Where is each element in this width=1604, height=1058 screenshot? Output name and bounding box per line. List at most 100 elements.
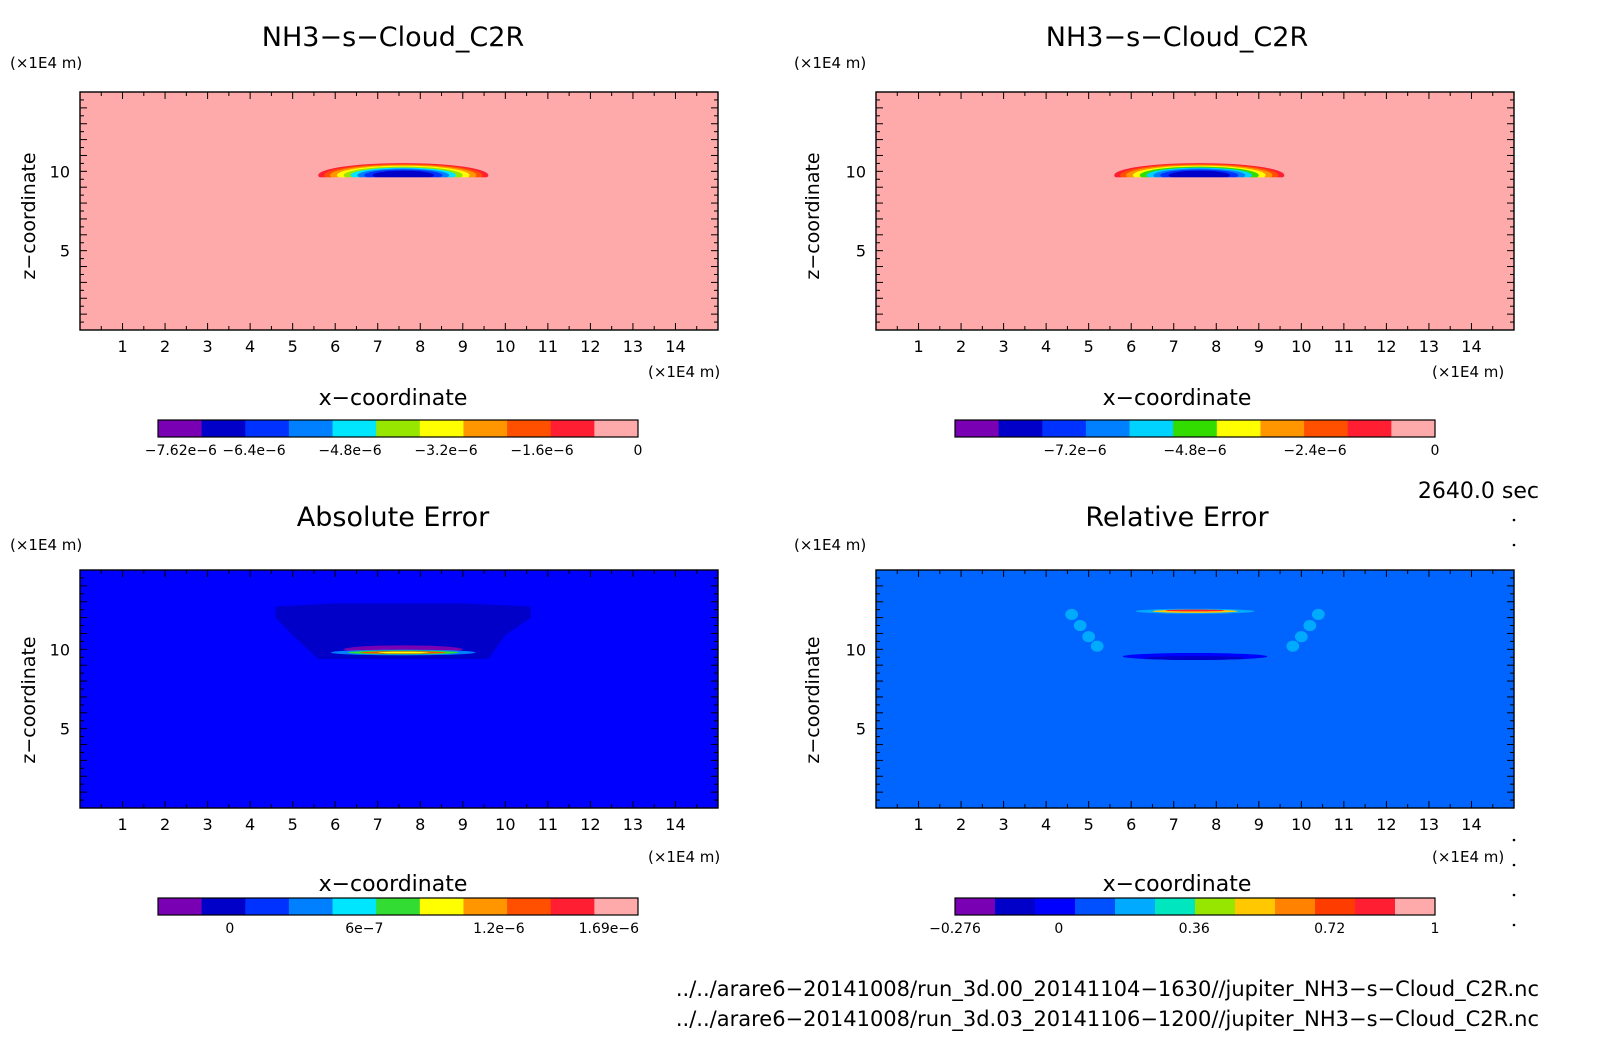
colorbar-tick-label: 0.72	[1314, 921, 1345, 937]
y-unit-label: (×1E4 m)	[10, 536, 82, 554]
contour-field	[1065, 608, 1325, 660]
colorbar-swatch	[1355, 898, 1396, 915]
colorbar-swatch	[245, 420, 290, 437]
rel-streak-right-0	[1311, 608, 1325, 620]
x-tick-label: 7	[373, 815, 383, 834]
colorbar-swatch	[1173, 420, 1218, 437]
x-tick-label: 11	[1334, 337, 1354, 356]
x-tick-label: 6	[330, 337, 340, 356]
colorbar-swatch	[463, 898, 508, 915]
x-unit-label: (×1E4 m)	[1432, 848, 1504, 866]
simulation-time: 2640.0 sec	[1418, 479, 1539, 504]
x-axis-label: x−coordinate	[1103, 386, 1252, 411]
colorbar-swatch	[1347, 420, 1392, 437]
colorbar-swatch	[1391, 420, 1436, 437]
colorbar-tick-label: 0	[1054, 921, 1063, 937]
x-tick-label: 5	[1084, 815, 1094, 834]
x-tick-label: 5	[288, 337, 298, 356]
colorbar-swatch	[245, 898, 290, 915]
x-tick-label: 14	[1461, 815, 1481, 834]
colorbar-swatch	[998, 420, 1043, 437]
x-tick-label: 7	[1169, 815, 1179, 834]
x-unit-label: (×1E4 m)	[1432, 363, 1504, 381]
x-tick-label: 8	[1211, 337, 1221, 356]
x-tick-label: 12	[1376, 337, 1396, 356]
error-contour-yellow	[377, 651, 429, 654]
x-tick-label: 13	[623, 815, 643, 834]
colorbar-swatch	[594, 898, 639, 915]
x-axis-label: x−coordinate	[1103, 872, 1252, 897]
y-tick-label: 5	[60, 242, 70, 261]
colorbar-swatch	[955, 420, 1000, 437]
x-tick-label: 10	[495, 337, 515, 356]
colorbar-tick-label: 1	[1431, 921, 1440, 937]
x-tick-label: 2	[956, 337, 966, 356]
x-tick-label: 2	[160, 337, 170, 356]
colorbar-tick-label: −0.276	[929, 921, 981, 937]
x-tick-label: 10	[495, 815, 515, 834]
x-tick-label: 11	[1334, 815, 1354, 834]
margin-dot	[1512, 923, 1516, 927]
x-tick-label: 3	[203, 337, 213, 356]
colorbar-swatch	[1155, 898, 1196, 915]
x-tick-label: 14	[665, 337, 685, 356]
colorbar-swatch	[419, 420, 464, 437]
x-tick-label: 9	[1254, 815, 1264, 834]
x-tick-label: 6	[1126, 815, 1136, 834]
x-unit-label: (×1E4 m)	[648, 848, 720, 866]
colorbar-tick-label: 0	[225, 921, 234, 937]
colorbar-swatch	[550, 420, 595, 437]
colorbar-tick-label: 0.36	[1179, 921, 1210, 937]
x-tick-label: 11	[538, 337, 558, 356]
colorbar-swatch	[1115, 898, 1156, 915]
colorbar-swatch	[288, 898, 334, 915]
margin-dot	[1512, 543, 1516, 547]
y-unit-label: (×1E4 m)	[794, 536, 866, 554]
colorbar-swatch	[158, 420, 203, 437]
y-unit-label: (×1E4 m)	[794, 54, 866, 72]
y-tick-label: 5	[856, 242, 866, 261]
x-tick-label: 4	[1041, 815, 1051, 834]
x-tick-label: 5	[288, 815, 298, 834]
cloud-base-mask	[80, 177, 718, 330]
panel-title: Absolute Error	[297, 502, 490, 533]
colorbar-tick-label: 1.69e−6	[579, 921, 640, 937]
colorbar-tick-label: 1.2e−6	[473, 921, 525, 937]
x-tick-label: 13	[1419, 815, 1439, 834]
rel-contour-bottom-inner	[1143, 656, 1247, 660]
colorbar-tick-label: −7.2e−6	[1043, 443, 1106, 459]
colorbar-swatch	[1195, 898, 1236, 915]
colorbar-swatch	[955, 898, 996, 915]
x-tick-label: 12	[580, 337, 600, 356]
y-tick-label: 10	[846, 162, 866, 181]
rel-contour-top-inner	[1165, 609, 1225, 612]
x-tick-label: 5	[1084, 337, 1094, 356]
colorbar-swatch	[507, 898, 552, 915]
y-tick-label: 10	[50, 162, 70, 181]
colorbar-swatch	[332, 420, 377, 437]
margin-dot	[1512, 893, 1516, 897]
x-tick-label: 6	[330, 815, 340, 834]
colorbar-tick-label: 0	[634, 443, 643, 459]
x-tick-label: 4	[1041, 337, 1051, 356]
y-axis-label: z−coordinate	[802, 152, 824, 279]
colorbar-swatch	[594, 420, 639, 437]
colorbar-swatch	[1395, 898, 1436, 915]
rel-streak-right-1	[1303, 619, 1317, 632]
colorbar-swatch	[1235, 898, 1276, 915]
rel-streak-left-2	[1082, 631, 1096, 643]
colorbar-frame	[954, 419, 1436, 438]
x-tick-label: 4	[245, 815, 255, 834]
colorbar-swatch	[201, 898, 246, 915]
colorbar-tick-label: −6.4e−6	[222, 443, 285, 459]
x-tick-label: 12	[1376, 815, 1396, 834]
x-tick-label: 9	[458, 815, 468, 834]
colorbar-tick-label: −4.8e−6	[1163, 443, 1226, 459]
x-unit-label: (×1E4 m)	[648, 363, 720, 381]
error-region-dark	[275, 603, 531, 659]
colorbar-swatch	[288, 420, 334, 437]
colorbar-swatch	[332, 898, 377, 915]
x-tick-label: 1	[913, 815, 923, 834]
